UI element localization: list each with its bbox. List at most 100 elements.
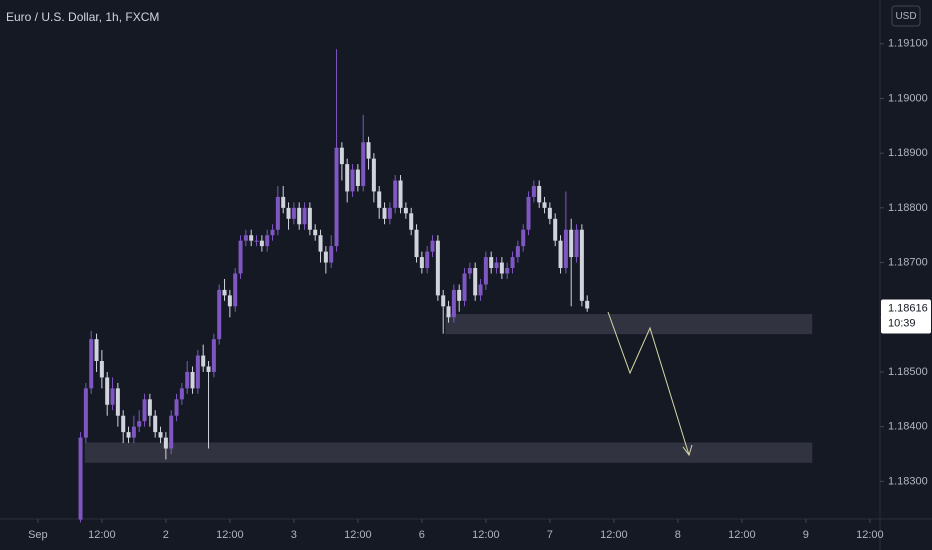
candle-body	[110, 388, 115, 405]
candle-body	[521, 229, 526, 247]
candle-body	[126, 432, 131, 438]
x-tick-label: 12:00	[728, 529, 756, 541]
candle-body	[131, 426, 136, 438]
candle-body	[83, 388, 88, 438]
candle-body	[302, 207, 307, 225]
candle-body	[361, 142, 366, 186]
candle-body	[505, 268, 510, 274]
x-tick-label: 12:00	[856, 529, 884, 541]
price-zone	[84, 442, 813, 463]
candle-body	[547, 207, 552, 219]
x-tick-label: 12:00	[344, 529, 372, 541]
x-tick-label: 12:00	[88, 529, 116, 541]
y-tick-label: 1.19000	[888, 92, 928, 104]
candle-body	[393, 180, 398, 208]
candle-body	[313, 229, 318, 236]
candle-body	[265, 235, 270, 247]
x-tick-label: 2	[163, 529, 169, 541]
candle-body	[382, 207, 387, 219]
candle-body	[483, 257, 488, 285]
x-tick-label: 9	[803, 529, 809, 541]
y-tick-label: 1.18800	[888, 202, 928, 214]
candle-body	[105, 377, 110, 405]
candle-body	[249, 235, 254, 241]
currency-button[interactable]	[891, 5, 921, 27]
candle-body	[179, 388, 184, 400]
candle-body	[542, 202, 547, 208]
candle-body	[270, 229, 275, 236]
candle-body	[409, 213, 414, 230]
currency-label[interactable]: USD	[895, 11, 916, 22]
x-tick-label: 12:00	[600, 529, 628, 541]
candle-body	[579, 229, 584, 301]
candle-body	[259, 240, 264, 247]
candle-body	[99, 361, 104, 378]
arrow-head	[682, 444, 693, 457]
candle-body	[115, 388, 120, 416]
candle-body	[78, 437, 83, 520]
candles	[78, 49, 590, 523]
candle-body	[435, 240, 440, 296]
candle-body	[558, 240, 563, 269]
candle-body	[574, 229, 579, 258]
candle-body	[446, 306, 451, 318]
candle-body	[307, 207, 312, 230]
candle-body	[281, 196, 286, 208]
countdown-label: 10:39	[888, 317, 916, 329]
y-tick-label: 1.18300	[888, 475, 928, 487]
candle-body	[334, 147, 339, 247]
candle-body	[94, 339, 99, 362]
candle-body	[233, 273, 238, 307]
candle-body	[585, 300, 590, 309]
candle-body	[206, 366, 211, 372]
candle-body	[345, 164, 350, 192]
candle-body	[147, 399, 152, 416]
candle-body	[227, 295, 232, 307]
candle-body	[318, 235, 323, 252]
candle-body	[425, 251, 430, 269]
candle-body	[238, 240, 243, 274]
candle-body	[286, 207, 291, 219]
candle-body	[158, 432, 163, 438]
candle-body	[430, 240, 435, 252]
candle-body	[515, 246, 520, 258]
candle-body	[339, 147, 344, 165]
x-tick-label: 8	[675, 529, 681, 541]
x-tick-label: 3	[291, 529, 297, 541]
candle-body	[243, 235, 248, 241]
candle-body	[174, 399, 179, 416]
candle-body	[414, 229, 419, 258]
candle-body	[569, 229, 574, 258]
candle-body	[142, 399, 147, 422]
last-price-label: 1.18616	[888, 302, 928, 314]
projection-arrow	[607, 311, 690, 456]
candle-body	[137, 421, 142, 427]
candle-body	[169, 415, 174, 449]
candle-body	[350, 169, 355, 192]
x-tick-label: 12:00	[472, 529, 500, 541]
candle-body	[563, 229, 568, 269]
candle-body	[510, 257, 515, 269]
candle-body	[89, 339, 94, 389]
candle-body	[451, 289, 456, 318]
x-tick-label: 12:00	[216, 529, 244, 541]
candle-body	[254, 240, 259, 242]
candle-body	[499, 262, 504, 274]
candle-body	[478, 284, 483, 296]
y-tick-label: 1.19100	[888, 38, 928, 50]
chart-title: Euro / U.S. Dollar, 1h, FXCM	[6, 10, 159, 24]
candle-body	[366, 142, 371, 159]
last-price-box	[881, 299, 931, 334]
y-tick-label: 1.18400	[888, 421, 928, 433]
candle-body	[377, 191, 382, 208]
candle-body	[323, 251, 328, 263]
candle-body	[329, 246, 334, 263]
x-tick-label: Sep	[28, 529, 48, 541]
candle-body	[355, 169, 360, 186]
candle-body	[526, 196, 531, 230]
candle-body	[419, 257, 424, 269]
price-zone	[445, 313, 813, 335]
candle-body	[211, 339, 216, 372]
candle-body	[222, 289, 227, 296]
